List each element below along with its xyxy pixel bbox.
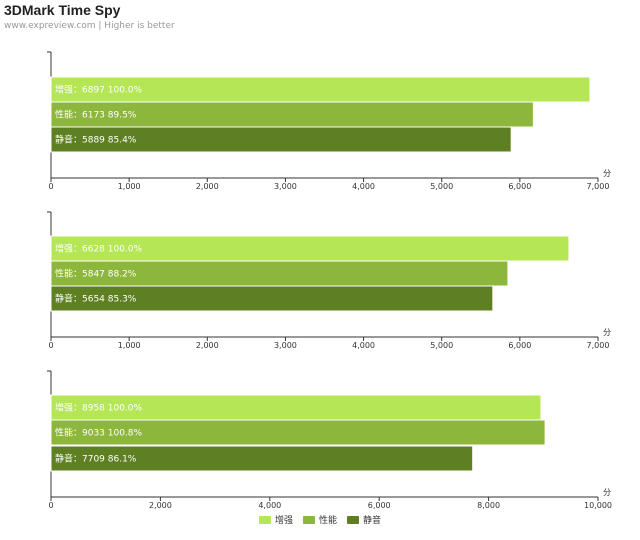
bar-data-label: 性能：5847 88.2% [55, 268, 137, 280]
x-tick-label: 1,000 [118, 182, 141, 191]
bar-data-label: 增强：6628 100.0% [55, 243, 143, 255]
legend-swatch [258, 515, 271, 524]
legend-swatch [347, 515, 359, 524]
bar [50, 445, 474, 472]
x-tick-label: 4,000 [258, 501, 281, 510]
bar [50, 285, 494, 312]
chart-title: 3DMark Time Spy [4, 2, 121, 18]
legend-label: 性能 [318, 516, 337, 526]
x-tick-label: 4,000 [352, 341, 375, 350]
x-tick-label: 8,000 [477, 501, 500, 510]
bar [50, 126, 512, 153]
bar-data-label: 静音：5889 85.4% [55, 134, 137, 146]
x-tick-label: 2,000 [196, 182, 219, 191]
legend-label: 增强 [274, 516, 293, 526]
bar-data-label: 性能：9033 100.8% [55, 427, 143, 439]
bar-data-label: 性能：6173 89.5% [55, 109, 137, 121]
legend: 增强 性能 静音 [0, 513, 640, 526]
x-tick-label: 3,000 [274, 182, 297, 191]
legend-item[interactable]: 增强 [258, 513, 293, 526]
bar [50, 419, 546, 446]
bar [50, 76, 591, 103]
x-tick-label: 3,000 [274, 341, 297, 350]
x-tick-label: 5,000 [430, 341, 453, 350]
x-tick-label: 1,000 [118, 341, 141, 350]
x-axis-unit: 分 [603, 328, 611, 337]
x-tick-label: 6,000 [508, 341, 531, 350]
x-tick-label: 0 [48, 341, 53, 350]
legend-swatch [302, 515, 315, 524]
chart-subtitle: www.expreview.com | Higher is better [4, 21, 175, 31]
bar-data-label: 增强：6897 100.0% [55, 84, 143, 96]
x-tick-label: 10,000 [584, 501, 612, 510]
x-tick-label: 6,000 [508, 182, 531, 191]
x-axis-unit: 分 [603, 169, 611, 178]
x-tick-label: 6,000 [368, 501, 391, 510]
bar [50, 235, 570, 262]
x-tick-label: 0 [48, 182, 53, 191]
x-tick-label: 5,000 [430, 182, 453, 191]
legend-label: 静音 [363, 516, 382, 526]
x-axis-unit: 分 [603, 488, 611, 497]
x-tick-label: 4,000 [352, 182, 375, 191]
bar-data-label: 增强：8958 100.0% [55, 402, 143, 414]
bar-data-label: 静音：7709 86.1% [55, 453, 137, 465]
bar-data-label: 静音：5654 85.3% [55, 293, 137, 305]
x-tick-label: 2,000 [149, 501, 172, 510]
legend-item[interactable]: 性能 [302, 513, 337, 526]
x-tick-label: 7,000 [587, 341, 610, 350]
legend-item[interactable]: 静音 [347, 513, 381, 526]
x-tick-label: 2,000 [196, 341, 219, 350]
x-tick-label: 0 [48, 501, 53, 510]
x-tick-label: 7,000 [587, 182, 610, 191]
